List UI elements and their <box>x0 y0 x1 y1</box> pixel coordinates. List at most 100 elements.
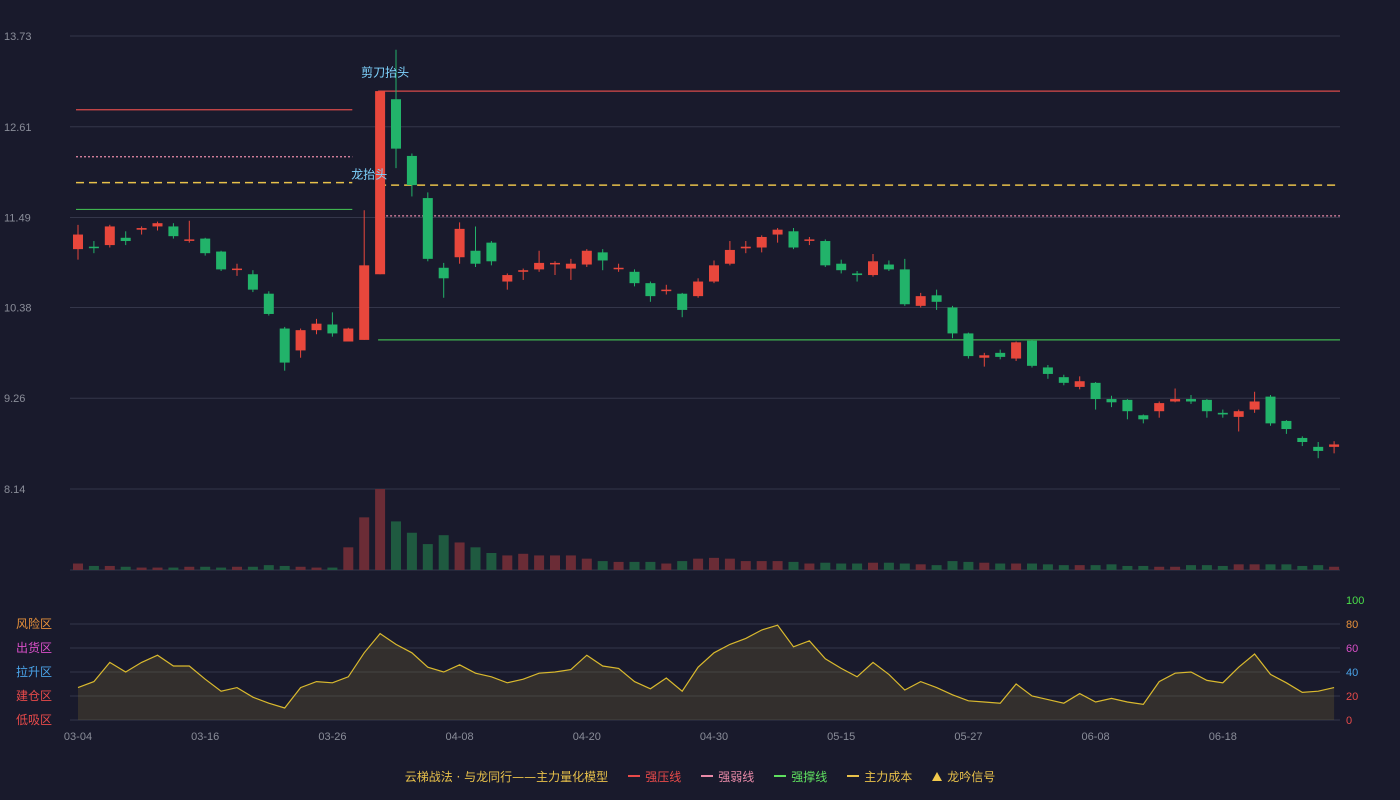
osc-tick-label: 40 <box>1346 667 1358 679</box>
candle-body <box>1154 403 1165 412</box>
volume-bar <box>947 561 958 570</box>
legend-strong-pressure-swatch <box>628 775 641 777</box>
candle-body <box>756 236 767 248</box>
candle-body <box>1217 412 1228 415</box>
candle-body <box>740 246 751 249</box>
candle-body <box>1297 437 1308 442</box>
osc-zone-label: 低吸区 <box>16 713 52 727</box>
candle-body <box>597 252 608 261</box>
volume-bar <box>486 552 497 570</box>
candle-body <box>88 246 99 249</box>
candle-body <box>152 223 163 227</box>
candle-body <box>534 262 545 270</box>
volume-bar <box>311 567 322 570</box>
candle-body <box>1106 399 1117 403</box>
candle-body <box>852 273 863 276</box>
candle-body <box>327 324 338 334</box>
volume-bars <box>73 489 1340 570</box>
x-tick-label: 05-15 <box>827 731 855 743</box>
volume-bar <box>88 565 99 570</box>
candle-body <box>359 265 370 340</box>
price-axis-ticks: 13.73 12.61 11.49 10.38 9.26 8.14 <box>4 31 32 496</box>
candle-body <box>1265 396 1276 424</box>
volume-bar <box>263 565 274 570</box>
chart-legend: 云梯战法 · 与龙同行——主力量化模型 强压线 强弱线 强撑线 主力成本 龙吟信… <box>0 766 1400 786</box>
candle-body <box>438 267 449 279</box>
osc-tick-label: 100 <box>1346 595 1364 607</box>
candle-body <box>677 293 688 310</box>
x-tick-label: 03-16 <box>191 731 219 743</box>
price-tick-label: 11.49 <box>4 213 31 225</box>
grid-lines <box>70 35 1340 571</box>
candle-body <box>1042 367 1053 374</box>
osc-line <box>77 624 1335 709</box>
volume-bar <box>1027 563 1037 570</box>
volume-bar <box>104 565 115 570</box>
price-tick-label: 8.14 <box>4 484 25 496</box>
candle-body <box>1122 399 1133 412</box>
candle-body <box>645 283 656 297</box>
candle-body <box>136 228 147 230</box>
candle-body <box>263 293 274 314</box>
candle-body <box>581 250 592 265</box>
candle-body <box>343 328 354 342</box>
volume-bar <box>883 562 894 570</box>
volume-bar <box>1186 565 1196 570</box>
volume-bar <box>1233 564 1244 570</box>
candle-body <box>73 234 83 250</box>
volume-bar <box>693 558 704 570</box>
candle-body <box>1281 420 1292 430</box>
candle-body <box>788 231 799 248</box>
volume-bar <box>454 542 465 570</box>
candle-body <box>391 99 401 149</box>
volume-bar <box>375 489 386 570</box>
volume-bar <box>740 561 751 570</box>
osc-tick-label: 0 <box>1346 715 1352 727</box>
volume-bar <box>406 532 417 570</box>
volume-bar <box>597 561 608 570</box>
legend-model: 云梯战法 · 与龙同行——主力量化模型 <box>405 768 608 785</box>
candle-body <box>1027 340 1037 366</box>
legend-strong-pressure-text: 强压线 <box>645 769 682 784</box>
candle-body <box>724 249 735 264</box>
candle-body <box>883 264 894 270</box>
volume-bar <box>232 566 242 570</box>
candle-body <box>915 296 926 306</box>
candle-body <box>518 270 529 272</box>
volume-bar <box>422 544 433 570</box>
volume-bar <box>899 563 910 570</box>
volume-bar <box>327 567 338 570</box>
volume-bar <box>359 517 370 570</box>
candle-body <box>486 242 497 262</box>
candle-body <box>1138 415 1149 420</box>
candle-body <box>836 263 847 271</box>
volume-bar <box>979 562 990 570</box>
candle-body <box>963 333 974 357</box>
volume-bar <box>247 566 258 570</box>
candle-body <box>613 267 624 270</box>
volume-bar <box>1042 564 1053 570</box>
candle-body <box>661 289 672 292</box>
legend-signal-text: 龙吟信号 <box>947 769 996 784</box>
volume-bar <box>1265 564 1276 570</box>
volume-bar <box>709 557 719 570</box>
volume-bar <box>1249 564 1260 570</box>
osc-zone-label: 拉升区 <box>16 664 52 679</box>
signal-label: 龙抬头 <box>351 168 387 182</box>
candle-body <box>868 261 878 276</box>
legend-weak: 强弱线 <box>701 768 754 785</box>
x-tick-label: 04-08 <box>446 731 474 743</box>
candle-body <box>693 281 704 297</box>
volume-bar <box>1058 565 1069 570</box>
volume-bar <box>836 563 847 570</box>
x-tick-label: 06-08 <box>1082 731 1110 743</box>
volume-bar <box>391 521 401 570</box>
volume-bar <box>820 562 831 570</box>
volume-bar <box>184 566 195 570</box>
legend-model-text: 云梯战法 · 与龙同行——主力量化模型 <box>404 769 609 784</box>
volume-bar <box>152 567 163 570</box>
candle-body <box>565 263 576 269</box>
volume-bar <box>995 563 1006 570</box>
candle-body <box>406 155 417 186</box>
